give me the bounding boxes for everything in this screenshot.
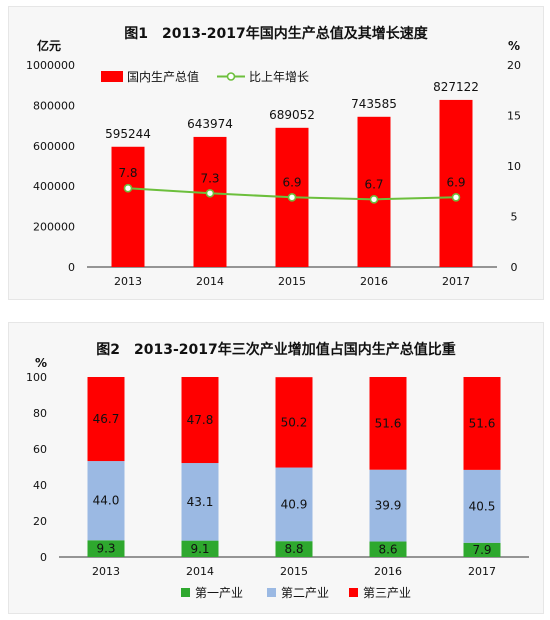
x-axis-tick-label: 2017: [468, 565, 496, 578]
segment-value-label: 46.7: [93, 412, 120, 426]
legend-gdp-swatch: [101, 71, 123, 82]
growth-rate-label: 6.9: [446, 175, 465, 189]
industry-share-chart-panel: 图2 2013-2017年三次产业增加值占国内生产总值比重 % 0 20 40 60 80…: [8, 322, 544, 614]
growth-rate-point: [287, 193, 297, 202]
right-axis-tick-label: 0: [511, 261, 518, 274]
x-axis-tick-label: 2014: [196, 275, 224, 288]
segment-value-label: 40.9: [281, 497, 308, 511]
x-axis-tick-label: 2016: [360, 275, 388, 288]
legend-label: 第一产业: [195, 586, 243, 600]
gdp-bar-value-label: 827122: [433, 80, 479, 94]
legend-label: 第二产业: [281, 586, 329, 600]
x-axis-tick-label: 2015: [278, 275, 306, 288]
segment-value-label: 7.9: [472, 543, 491, 557]
growth-rate-point: [369, 195, 379, 204]
stacked-bar-segment: [463, 542, 501, 557]
stacked-bar-segment: [369, 469, 407, 542]
growth-rate-label: 7.8: [118, 166, 137, 180]
left-axis-unit: 亿元: [37, 38, 61, 53]
right-axis-tick-label: 5: [511, 211, 518, 224]
legend-swatch: [349, 588, 358, 597]
legend-swatch: [181, 588, 190, 597]
x-axis-tick-label: 2015: [280, 565, 308, 578]
chart1-title: 图1 2013-2017年国内生产总值及其增长速度: [124, 26, 428, 42]
legend-gdp-label: 国内生产总值: [127, 69, 199, 84]
gdp-bar: [111, 146, 145, 267]
left-axis-tick-label: 1000000: [26, 59, 75, 72]
segment-value-label: 51.6: [375, 416, 402, 430]
stacked-bar-segment: [181, 463, 219, 541]
stacked-bar-segment: [369, 377, 407, 470]
growth-rate-label: 6.9: [282, 175, 301, 189]
x-axis-tick-label: 2016: [374, 565, 402, 578]
legend-label: 第三产业: [363, 586, 411, 600]
legend-growth-marker: [226, 72, 236, 81]
gdp-bar-value-label: 643974: [187, 117, 233, 131]
left-axis-tick-label: 400000: [33, 180, 75, 193]
legend-growth-label: 比上年增长: [249, 70, 309, 84]
segment-value-label: 50.2: [281, 415, 308, 429]
stacked-bar-segment: [275, 377, 313, 468]
growth-rate-point: [123, 183, 133, 193]
gdp-bar: [357, 116, 391, 267]
stacked-bar-segment: [181, 540, 219, 557]
segment-value-label: 8.6: [378, 542, 397, 556]
growth-rate-point: [205, 188, 215, 198]
segment-value-label: 9.1: [190, 542, 209, 556]
right-axis-tick-label: 10: [507, 160, 521, 173]
x-axis-tick-label: 2014: [186, 565, 214, 578]
y-axis-tick-label: 100: [26, 371, 47, 384]
left-axis-tick-label: 600000: [33, 140, 75, 153]
segment-value-label: 39.9: [375, 499, 402, 513]
industry-share-chart: % 0 20 40 60 80 100 9.3 44.0 46.7 2013 9.1 43.1 47.8 2…: [26, 356, 529, 600]
stacked-bar-segment: [275, 541, 313, 557]
segment-value-label: 43.1: [187, 495, 214, 509]
segment-value-label: 47.8: [187, 413, 214, 427]
segment-value-label: 40.5: [469, 499, 496, 513]
right-axis-tick-label: 20: [507, 59, 521, 72]
gdp-bar-value-label: 689052: [269, 108, 315, 122]
stacked-bar-segment: [87, 540, 125, 557]
left-axis-tick-label: 800000: [33, 99, 75, 112]
stacked-bar-segment: [463, 469, 501, 543]
chart2-title: 图2 2013-2017年三次产业增加值占国内生产总值比重: [96, 342, 456, 358]
left-axis-tick-label: 0: [68, 261, 75, 274]
y-axis-tick-label: 0: [40, 551, 47, 564]
stacked-bar-segment: [369, 541, 407, 557]
y-axis-unit: %: [35, 356, 47, 370]
gdp-bar-value-label: 743585: [351, 97, 397, 111]
growth-rate-label: 6.7: [364, 177, 383, 191]
gdp-chart-panel: 图1 2013-2017年国内生产总值及其增长速度 亿元% 0 200000 4000…: [8, 6, 544, 300]
segment-value-label: 9.3: [96, 542, 115, 556]
y-axis-tick-label: 80: [33, 407, 47, 420]
growth-rate-point: [451, 193, 461, 202]
growth-rate-label: 7.3: [200, 171, 219, 185]
segment-value-label: 8.8: [284, 542, 303, 556]
right-axis-tick-label: 15: [507, 110, 521, 123]
stacked-bar-segment: [463, 377, 501, 470]
stacked-bar-segment: [87, 377, 125, 462]
gdp-chart: 亿元 % 0 200000 400000 600000 800000 1000000 0 5 10 1…: [26, 38, 521, 288]
y-axis-tick-label: 40: [33, 479, 47, 492]
x-axis-tick-label: 2013: [114, 275, 142, 288]
stacked-bar-segment: [87, 461, 125, 541]
gdp-bar: [193, 136, 227, 267]
x-axis-tick-label: 2017: [442, 275, 470, 288]
gdp-bar: [439, 99, 473, 267]
segment-value-label: 51.6: [469, 416, 496, 430]
gdp-bar-value-label: 595244: [105, 127, 151, 141]
segment-value-label: 44.0: [93, 494, 120, 508]
y-axis-tick-label: 60: [33, 443, 47, 456]
y-axis-tick-label: 20: [33, 515, 47, 528]
left-axis-tick-label: 200000: [33, 221, 75, 234]
stacked-bar-segment: [181, 377, 219, 464]
stacked-bar-segment: [275, 467, 313, 542]
legend-swatch: [267, 588, 276, 597]
right-axis-unit: %: [508, 39, 520, 53]
x-axis-tick-label: 2013: [92, 565, 120, 578]
